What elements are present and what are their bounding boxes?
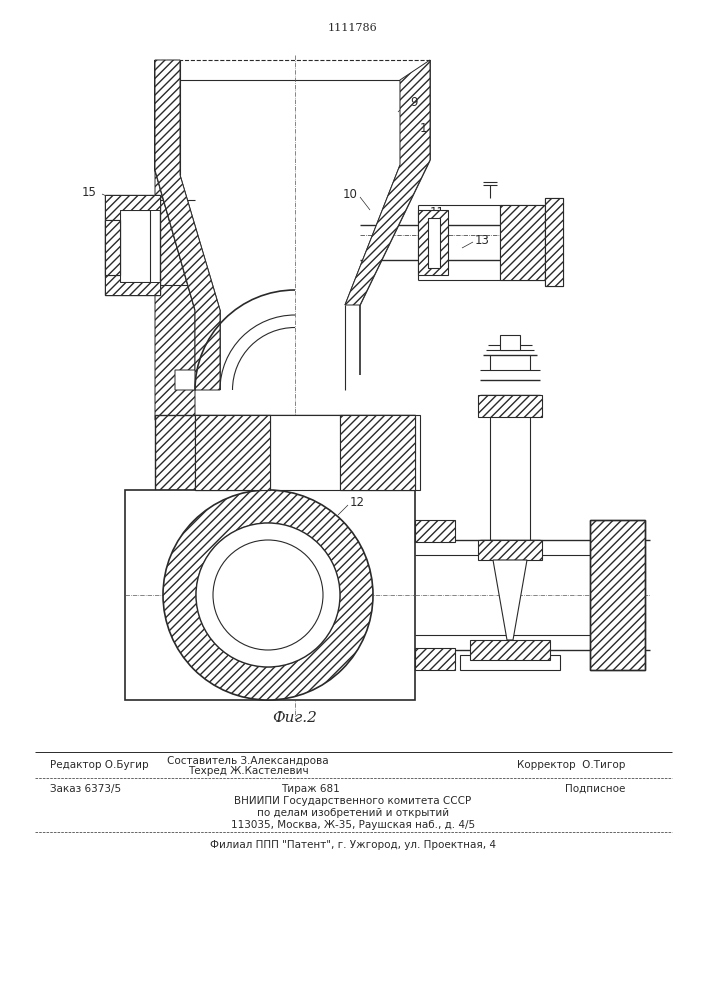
Bar: [415, 648, 455, 670]
Bar: [105, 220, 120, 275]
Polygon shape: [105, 275, 160, 295]
Text: Техред Ж.Кастелевич: Техред Ж.Кастелевич: [187, 766, 308, 776]
Bar: [418, 210, 448, 275]
Bar: [105, 195, 160, 295]
Bar: [500, 335, 520, 350]
Text: по делам изобретений и открытий: по делам изобретений и открытий: [257, 808, 449, 818]
Bar: [478, 395, 542, 417]
Bar: [340, 415, 415, 490]
Text: Редактор О.Бугир: Редактор О.Бугир: [50, 760, 148, 770]
Bar: [415, 520, 455, 542]
Bar: [500, 205, 545, 280]
Text: Фиг.2: Фиг.2: [273, 711, 317, 725]
Text: 13: 13: [475, 233, 490, 246]
Bar: [460, 655, 560, 670]
Text: 15: 15: [82, 186, 97, 198]
Bar: [500, 205, 545, 280]
Text: Филиал ППП "Патент", г. Ужгород, ул. Проектная, 4: Филиал ППП "Патент", г. Ужгород, ул. Про…: [210, 840, 496, 850]
Bar: [590, 520, 645, 670]
Circle shape: [213, 540, 323, 650]
Bar: [105, 220, 120, 275]
Bar: [120, 210, 150, 282]
Bar: [470, 640, 550, 660]
Bar: [428, 218, 440, 268]
Text: Составитель З.Александрова: Составитель З.Александрова: [167, 756, 329, 766]
Polygon shape: [493, 560, 527, 640]
Bar: [125, 490, 415, 700]
Bar: [195, 415, 270, 490]
Text: Тираж 681: Тираж 681: [281, 784, 339, 794]
Text: 113035, Москва, Ж-35, Раушская наб., д. 4/5: 113035, Москва, Ж-35, Раушская наб., д. …: [231, 820, 475, 830]
Text: 12: 12: [350, 496, 365, 510]
Polygon shape: [345, 60, 430, 305]
Bar: [195, 415, 420, 490]
Text: Подписное: Подписное: [565, 784, 625, 794]
Circle shape: [196, 523, 340, 667]
Circle shape: [163, 490, 373, 700]
Text: Корректор  О.Тигор: Корректор О.Тигор: [517, 760, 625, 770]
Text: 9: 9: [410, 96, 418, 108]
Text: 10: 10: [343, 188, 358, 202]
Text: 1: 1: [420, 121, 428, 134]
Polygon shape: [155, 60, 195, 420]
Bar: [590, 520, 645, 670]
Text: Заказ 6373/5: Заказ 6373/5: [50, 784, 121, 794]
Bar: [195, 415, 270, 490]
Polygon shape: [155, 415, 415, 490]
Bar: [340, 415, 415, 490]
Text: 1111786: 1111786: [328, 23, 378, 33]
Text: 11: 11: [430, 207, 445, 220]
Bar: [545, 198, 563, 286]
Bar: [545, 198, 563, 286]
Bar: [478, 540, 542, 560]
Polygon shape: [105, 195, 160, 220]
Text: ВНИИПИ Государственного комитета СССР: ВНИИПИ Государственного комитета СССР: [235, 796, 472, 806]
Polygon shape: [155, 60, 220, 390]
